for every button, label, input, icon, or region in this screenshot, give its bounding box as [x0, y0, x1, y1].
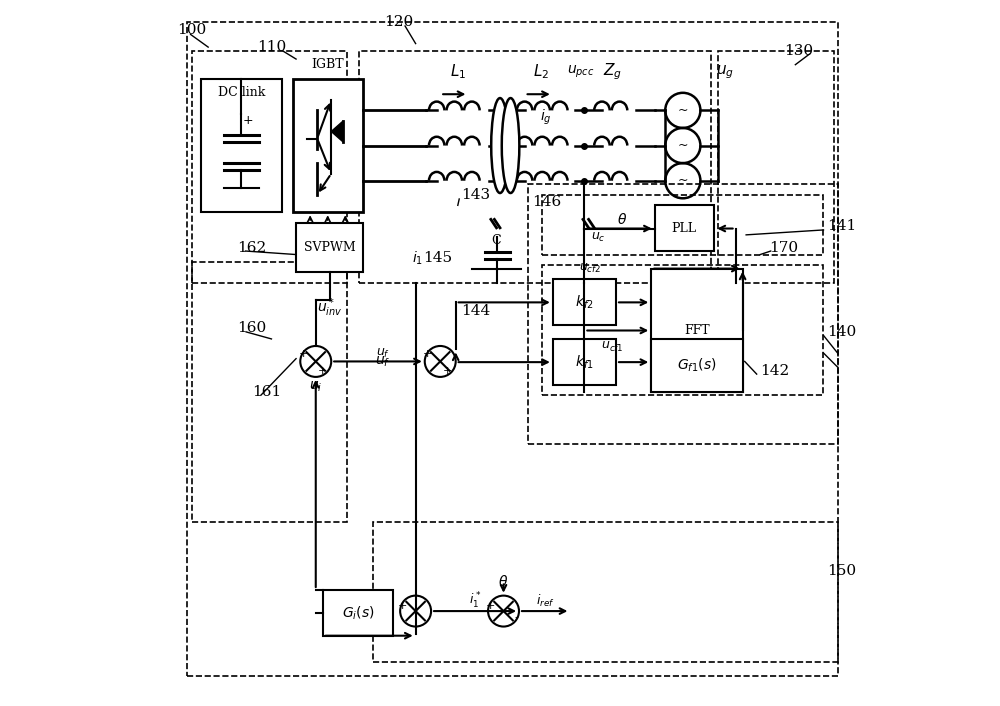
Text: $u_c$: $u_c$ [591, 230, 606, 244]
Text: C: C [492, 234, 501, 247]
Bar [528, 184, 838, 444]
Text: $Z_g$: $Z_g$ [603, 61, 622, 82]
Polygon shape [331, 121, 343, 142]
Text: $i^*_1$: $i^*_1$ [469, 590, 482, 611]
Text: $u_f$: $u_f$ [376, 347, 390, 359]
Bar [201, 79, 282, 213]
Text: IGBT: IGBT [311, 58, 344, 71]
Text: SVPWM: SVPWM [304, 241, 355, 254]
Text: 120: 120 [384, 16, 413, 30]
Text: +: + [423, 349, 432, 359]
Text: 150: 150 [827, 564, 856, 578]
Text: ~: ~ [678, 174, 688, 187]
Text: FFT: FFT [684, 324, 710, 337]
Bar [359, 51, 711, 282]
Bar [655, 205, 714, 251]
Text: 130: 130 [784, 44, 813, 58]
Text: PLL: PLL [672, 222, 697, 235]
Bar [651, 268, 743, 392]
Text: 145: 145 [423, 251, 452, 265]
Text: ~: ~ [678, 104, 688, 117]
Text: 170: 170 [769, 241, 798, 255]
Text: $i_{ref}$: $i_{ref}$ [536, 592, 555, 609]
Text: $\theta$: $\theta$ [498, 574, 509, 589]
Text: +: + [298, 349, 308, 359]
Text: 162: 162 [237, 241, 266, 255]
Text: $G_{f1}(s)$: $G_{f1}(s)$ [677, 357, 717, 374]
Text: 142: 142 [760, 364, 789, 378]
Text: $\overline{u}_{cf1}$: $\overline{u}_{cf1}$ [601, 338, 624, 354]
Text: 146: 146 [532, 195, 561, 209]
Bar [553, 279, 616, 325]
Text: $u_g$: $u_g$ [716, 63, 734, 80]
Text: +: + [486, 602, 496, 611]
Bar [718, 51, 834, 282]
Text: $G_i(s)$: $G_i(s)$ [342, 604, 374, 622]
Text: 100: 100 [177, 23, 206, 37]
Text: $u_{pcc}$: $u_{pcc}$ [567, 64, 595, 80]
Text: 143: 143 [461, 188, 490, 202]
Text: $L_1$: $L_1$ [450, 62, 466, 81]
Text: $u_{cf2}$: $u_{cf2}$ [579, 262, 601, 275]
Text: -: - [514, 611, 518, 622]
Text: $u_i$: $u_i$ [309, 380, 322, 394]
Text: $\theta$: $\theta$ [617, 212, 627, 227]
Bar [651, 339, 743, 392]
Text: +: + [318, 366, 327, 376]
Text: $k_{f1}$: $k_{f1}$ [575, 354, 594, 371]
Bar [323, 590, 393, 635]
Text: +: + [443, 366, 452, 376]
Bar [192, 51, 347, 282]
Ellipse shape [502, 98, 519, 193]
Text: 110: 110 [257, 40, 287, 54]
Text: $i_g$: $i_g$ [540, 108, 552, 127]
Text: +: + [398, 602, 408, 611]
Bar [296, 223, 363, 272]
Text: $i_1$: $i_1$ [412, 249, 423, 267]
Bar [293, 79, 363, 213]
Ellipse shape [491, 98, 509, 193]
Text: DC link: DC link [218, 86, 265, 100]
Text: 161: 161 [252, 385, 281, 399]
Text: $L_2$: $L_2$ [533, 62, 549, 81]
Text: $u_f$: $u_f$ [375, 354, 390, 369]
Text: 140: 140 [827, 325, 856, 339]
Text: $u^*_{inv}$: $u^*_{inv}$ [317, 296, 343, 318]
Bar [542, 265, 823, 395]
Text: 160: 160 [237, 321, 266, 335]
Text: $k_{f2}$: $k_{f2}$ [575, 294, 594, 311]
Bar [542, 195, 823, 255]
Text: 141: 141 [827, 220, 856, 234]
Text: 144: 144 [461, 304, 491, 318]
Bar [192, 262, 347, 522]
Bar [373, 522, 838, 662]
Bar [553, 339, 616, 385]
Text: +: + [243, 114, 254, 128]
Text: ~: ~ [678, 139, 688, 152]
